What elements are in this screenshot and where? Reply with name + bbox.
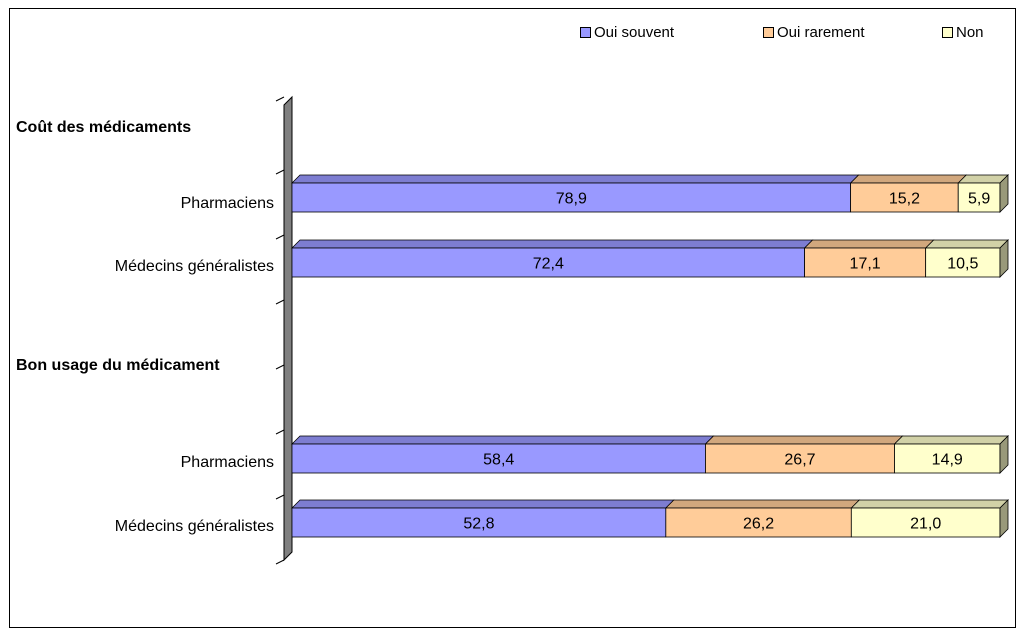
bar-g1-r0-s2-label: 14,9 bbox=[932, 452, 963, 469]
bar-g1-r1-s2-side bbox=[999, 499, 1009, 538]
bar-g1-r1-s1-label: 26,2 bbox=[743, 516, 774, 533]
legend-swatch-oui-souvent bbox=[580, 27, 591, 38]
bar-g0-r1-s1 bbox=[804, 247, 927, 278]
bar-g1-r0-s1-label: 26,7 bbox=[784, 452, 815, 469]
legend-swatch-non bbox=[942, 27, 953, 38]
category-label-medecins-2: Médecins généralistes bbox=[114, 518, 274, 535]
legend-swatch-oui-rarement bbox=[763, 27, 774, 38]
legend-label-oui-souvent: Oui souvent bbox=[594, 24, 675, 41]
bar-g1-r0-s2-top bbox=[893, 435, 1009, 445]
legend-label-non: Non bbox=[956, 24, 984, 41]
axis-tick-6 bbox=[275, 494, 285, 500]
bar-g0-r1-s0-top bbox=[291, 239, 814, 249]
bar-g0-r1-s1-label: 17,1 bbox=[850, 256, 881, 273]
legend-item-oui-rarement: Oui rarement bbox=[763, 24, 865, 41]
bar-g0-r0-s1-label: 15,2 bbox=[889, 191, 920, 208]
bar-g0-r0-s1-top bbox=[849, 174, 968, 184]
bar-g1-r0-s2-side bbox=[999, 435, 1009, 474]
axis-tick-5 bbox=[275, 429, 285, 435]
bar-g1-r1-s0-label: 52,8 bbox=[463, 516, 494, 533]
category-label-pharmaciens-1: Pharmaciens bbox=[180, 195, 274, 212]
axis-tick-4 bbox=[275, 364, 285, 370]
axis-tick-1 bbox=[275, 169, 285, 175]
bar-g0-r1-s2-label: 10,5 bbox=[947, 256, 978, 273]
bar-g0-r0-s0-label: 78,9 bbox=[556, 191, 587, 208]
category-label-pharmaciens-2: Pharmaciens bbox=[180, 454, 274, 471]
bar-g1-r1-s2-top bbox=[850, 499, 1009, 509]
category-label-medecins-1: Médecins généralistes bbox=[114, 258, 274, 275]
bar-g0-r0-s1 bbox=[850, 182, 959, 213]
bar-g0-r1-s0-label: 72,4 bbox=[533, 256, 564, 273]
bar-g0-r0-s2-side bbox=[999, 174, 1009, 213]
bar-g1-r0-s0-label: 58,4 bbox=[483, 452, 514, 469]
axis-wall bbox=[283, 95, 293, 562]
legend-label-oui-rarement: Oui rarement bbox=[777, 24, 865, 41]
legend-item-oui-souvent: Oui souvent bbox=[580, 24, 674, 41]
bar-g1-r1-s0 bbox=[291, 507, 667, 538]
bar-g0-r0-s0-top bbox=[291, 174, 860, 184]
bar-g0-r1-s1-top bbox=[803, 239, 935, 249]
bar-g0-r1-s0 bbox=[291, 247, 805, 278]
bar-g1-r1-s2 bbox=[850, 507, 1001, 538]
axis-tick-2 bbox=[275, 234, 285, 240]
bar-g0-r0-s0 bbox=[291, 182, 852, 213]
bar-g0-r1-s2-top bbox=[924, 239, 1009, 249]
bar-g1-r0-s0-top bbox=[291, 435, 715, 445]
axis-tick-0 bbox=[275, 96, 285, 102]
bar-g0-r1-s2 bbox=[925, 247, 1001, 278]
axis-tick-7 bbox=[275, 559, 285, 565]
chart-frame bbox=[9, 8, 1016, 628]
group-label-cout: Coût des médicaments bbox=[16, 119, 192, 136]
bar-g1-r0-s0 bbox=[291, 443, 706, 474]
bar-g0-r0-s2-label: 5,9 bbox=[968, 191, 990, 208]
bar-g1-r0-s1 bbox=[705, 443, 895, 474]
bar-g1-r0-s1-top bbox=[704, 435, 904, 445]
bar-g1-r1-s2-label: 21,0 bbox=[910, 516, 941, 533]
bar-g0-r1-s2-side bbox=[999, 239, 1009, 278]
bar-g1-r1-s0-top bbox=[291, 499, 675, 509]
group-label-bon-usage: Bon usage du médicament bbox=[16, 357, 220, 374]
legend-item-non: Non bbox=[942, 24, 984, 41]
bar-g0-r0-s2-top bbox=[957, 174, 1009, 184]
bar-g1-r1-s1-top bbox=[664, 499, 861, 509]
axis-tick-3 bbox=[275, 299, 285, 305]
